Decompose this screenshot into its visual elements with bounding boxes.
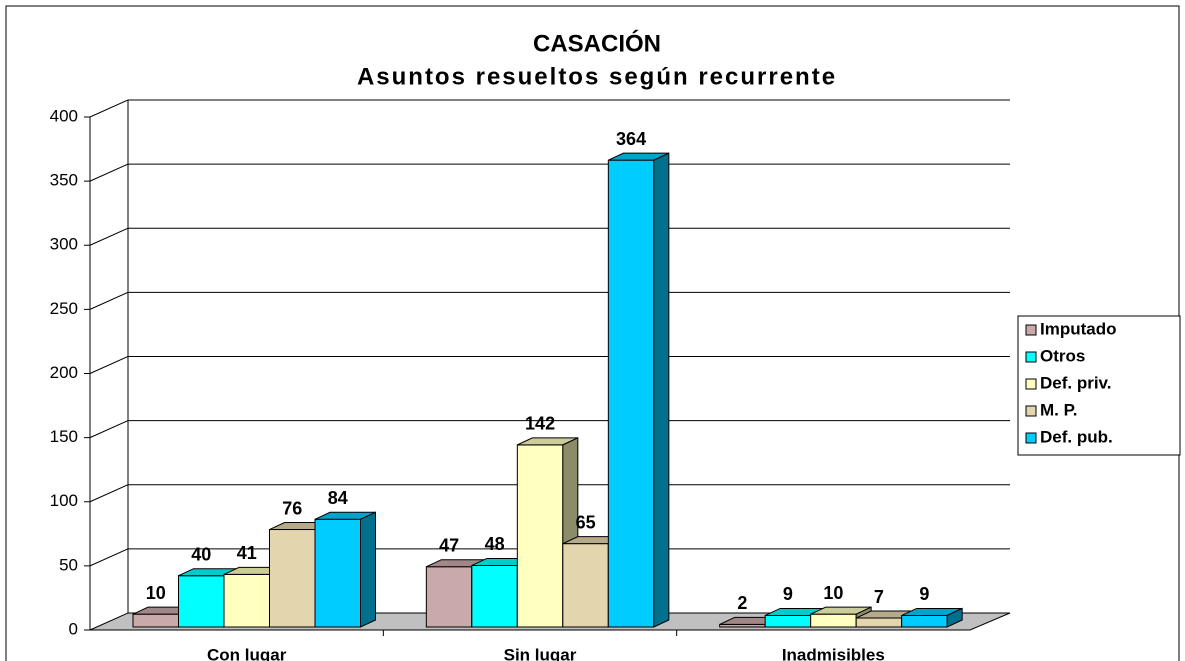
bar [855, 617, 903, 628]
bar [269, 529, 316, 628]
y-tick-label: 0 [69, 619, 78, 638]
grid-line [89, 99, 129, 118]
value-label: 142 [525, 414, 555, 434]
y-tick-label: 400 [50, 106, 78, 125]
bar [810, 613, 857, 628]
grid-line [89, 227, 129, 246]
x-tick-label: Sin lugar [504, 645, 577, 661]
value-label: 364 [616, 129, 646, 149]
value-label: 65 [576, 512, 596, 532]
grid-line [89, 291, 129, 310]
legend-swatch [1025, 324, 1037, 336]
legend-label: M. P. [1040, 400, 1077, 419]
value-label: 9 [919, 584, 929, 604]
value-label: 76 [282, 498, 302, 518]
y-tick-label: 50 [59, 555, 78, 574]
value-label: 47 [439, 535, 459, 555]
y-tick-label: 200 [50, 363, 78, 382]
legend-swatch [1025, 432, 1037, 444]
chart-title: CASACIÓN [533, 29, 661, 57]
chart-subtitle: Asuntos resueltos según recurrente [357, 63, 837, 90]
legend-label: Imputado [1040, 319, 1117, 338]
grid-line [89, 163, 129, 182]
bar [223, 573, 270, 628]
y-tick-label: 100 [50, 491, 78, 510]
bar [132, 613, 179, 628]
x-tick-label: Con lugar [207, 645, 287, 661]
grid-line [89, 420, 129, 439]
bar [562, 543, 609, 628]
bar-side [653, 152, 670, 628]
legend-label: Otros [1040, 346, 1085, 365]
legend-swatch [1025, 351, 1037, 363]
bar [471, 564, 518, 628]
value-label: 7 [874, 587, 884, 607]
bar-side [946, 607, 963, 628]
legend-label: Def. pub. [1040, 427, 1113, 446]
grid-line [89, 484, 129, 503]
bar [178, 575, 225, 628]
bar [901, 614, 948, 628]
legend-swatch [1025, 405, 1037, 417]
y-tick-label: 350 [50, 171, 78, 190]
bar [607, 159, 655, 628]
legend-label: Def. priv. [1040, 373, 1111, 392]
y-tick-label: 150 [50, 427, 78, 446]
grid-line [89, 548, 129, 567]
value-label: 2 [737, 593, 747, 613]
value-label: 84 [328, 488, 348, 508]
value-label: 10 [823, 583, 843, 603]
grid-line [89, 356, 129, 374]
value-label: 41 [237, 543, 257, 563]
y-tick-label: 250 [50, 299, 78, 318]
legend-swatch [1025, 378, 1037, 390]
bar [314, 518, 361, 628]
bar [425, 566, 473, 628]
value-label: 48 [485, 534, 505, 554]
legend [1017, 315, 1181, 456]
bar-side [360, 511, 376, 628]
y-tick-label: 300 [50, 235, 78, 254]
bar [516, 444, 564, 628]
value-label: 40 [191, 544, 211, 564]
value-label: 10 [146, 583, 166, 603]
x-tick-label: Inadmisibles [782, 645, 885, 661]
value-label: 9 [783, 584, 793, 604]
bar [764, 614, 812, 628]
